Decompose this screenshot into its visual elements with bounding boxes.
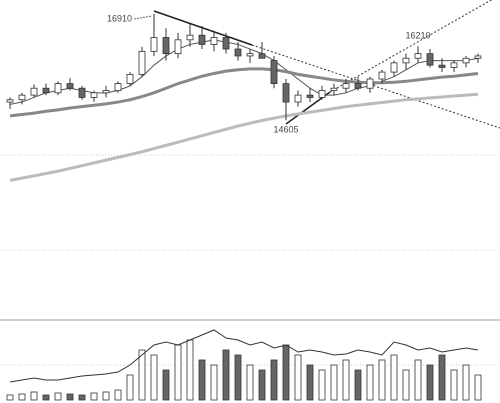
volume-bar (282, 344, 290, 401)
candle-body (186, 34, 194, 41)
candle-body (318, 90, 326, 98)
volume-bar (330, 364, 338, 401)
candle-body (102, 90, 110, 94)
candle-body (210, 37, 218, 45)
volume-bar (138, 349, 146, 401)
moving-average (9, 92, 479, 182)
volume-bar (234, 354, 242, 401)
candle-body (330, 87, 338, 91)
candle-body (90, 92, 98, 98)
trend-line (251, 44, 500, 129)
low-label: 14605 (273, 125, 298, 135)
volume-bar (354, 369, 362, 401)
candle-body (114, 83, 122, 91)
volume-bar (318, 369, 326, 401)
candle-body (150, 37, 158, 52)
volume-bar (462, 364, 470, 401)
volume-line (9, 329, 479, 383)
volume-bar (378, 359, 386, 401)
candle-body (450, 62, 458, 68)
volume-bar (30, 391, 38, 401)
candle-body (294, 94, 302, 103)
candle-body (438, 64, 446, 68)
volume-bar (246, 364, 254, 401)
candle-body (414, 53, 422, 59)
candle-body (198, 34, 206, 45)
volume-bar (150, 354, 158, 401)
candle-body (270, 60, 278, 85)
candle-body (162, 37, 170, 55)
candle-body (234, 48, 242, 57)
moving-average (9, 67, 479, 118)
volume-bar (6, 394, 14, 401)
volume-bar (306, 364, 314, 401)
volume-bar (18, 393, 26, 401)
volume-bar (270, 359, 278, 401)
candle-body (66, 83, 74, 89)
volume-bar (474, 374, 482, 401)
moving-average (9, 39, 479, 105)
candle-body (6, 99, 14, 103)
candle-body (462, 57, 470, 64)
candle-body (282, 83, 290, 103)
volume-bar (294, 354, 302, 401)
plot: 16910 16210 14605 (6, 13, 482, 401)
candle-body (258, 53, 266, 59)
candle-body (306, 94, 314, 98)
volume-bar (366, 364, 374, 401)
volume-bar (126, 374, 134, 401)
volume-bar (414, 359, 422, 401)
volume-bar (186, 339, 194, 401)
volume-bar (42, 394, 50, 401)
candle-body (366, 78, 374, 89)
candle-body (42, 87, 50, 94)
candle-body (30, 87, 38, 96)
candle-body (246, 53, 254, 57)
candle-body (354, 83, 362, 89)
candle-body (78, 87, 86, 98)
volume-bar (342, 359, 350, 401)
volume-bar (390, 354, 398, 401)
candle-body (18, 94, 26, 101)
volume-bar (402, 369, 410, 401)
candle-body (126, 73, 134, 85)
volume-bar (210, 364, 218, 401)
trend-line (153, 10, 253, 46)
label-arrow (133, 15, 153, 20)
volume-bar (54, 392, 62, 401)
volume-bar (258, 369, 266, 401)
candle-body (378, 71, 386, 80)
volume-bar (90, 392, 98, 401)
candle-body (54, 83, 62, 94)
volume-bar (222, 349, 230, 401)
candle-body (474, 55, 482, 59)
candle-body (222, 37, 230, 50)
volume-bar (426, 364, 434, 401)
volume-bar (450, 369, 458, 401)
volume-bar (78, 394, 86, 401)
volume-bar (66, 393, 74, 401)
volume-bar (102, 391, 110, 401)
volume-bar (162, 369, 170, 401)
candle-body (390, 62, 398, 73)
volume-bar (438, 354, 446, 401)
volume-bar (114, 389, 122, 401)
candle-body (138, 50, 146, 75)
trend-line (329, 0, 493, 93)
volume-bar (198, 359, 206, 401)
candle-body (426, 53, 434, 66)
candle-body (402, 57, 410, 64)
high-label: 16910 (107, 13, 132, 23)
candle-body (342, 83, 350, 89)
candle-body (174, 39, 182, 55)
high-label: 16210 (405, 31, 430, 41)
volume-bar (174, 344, 182, 401)
